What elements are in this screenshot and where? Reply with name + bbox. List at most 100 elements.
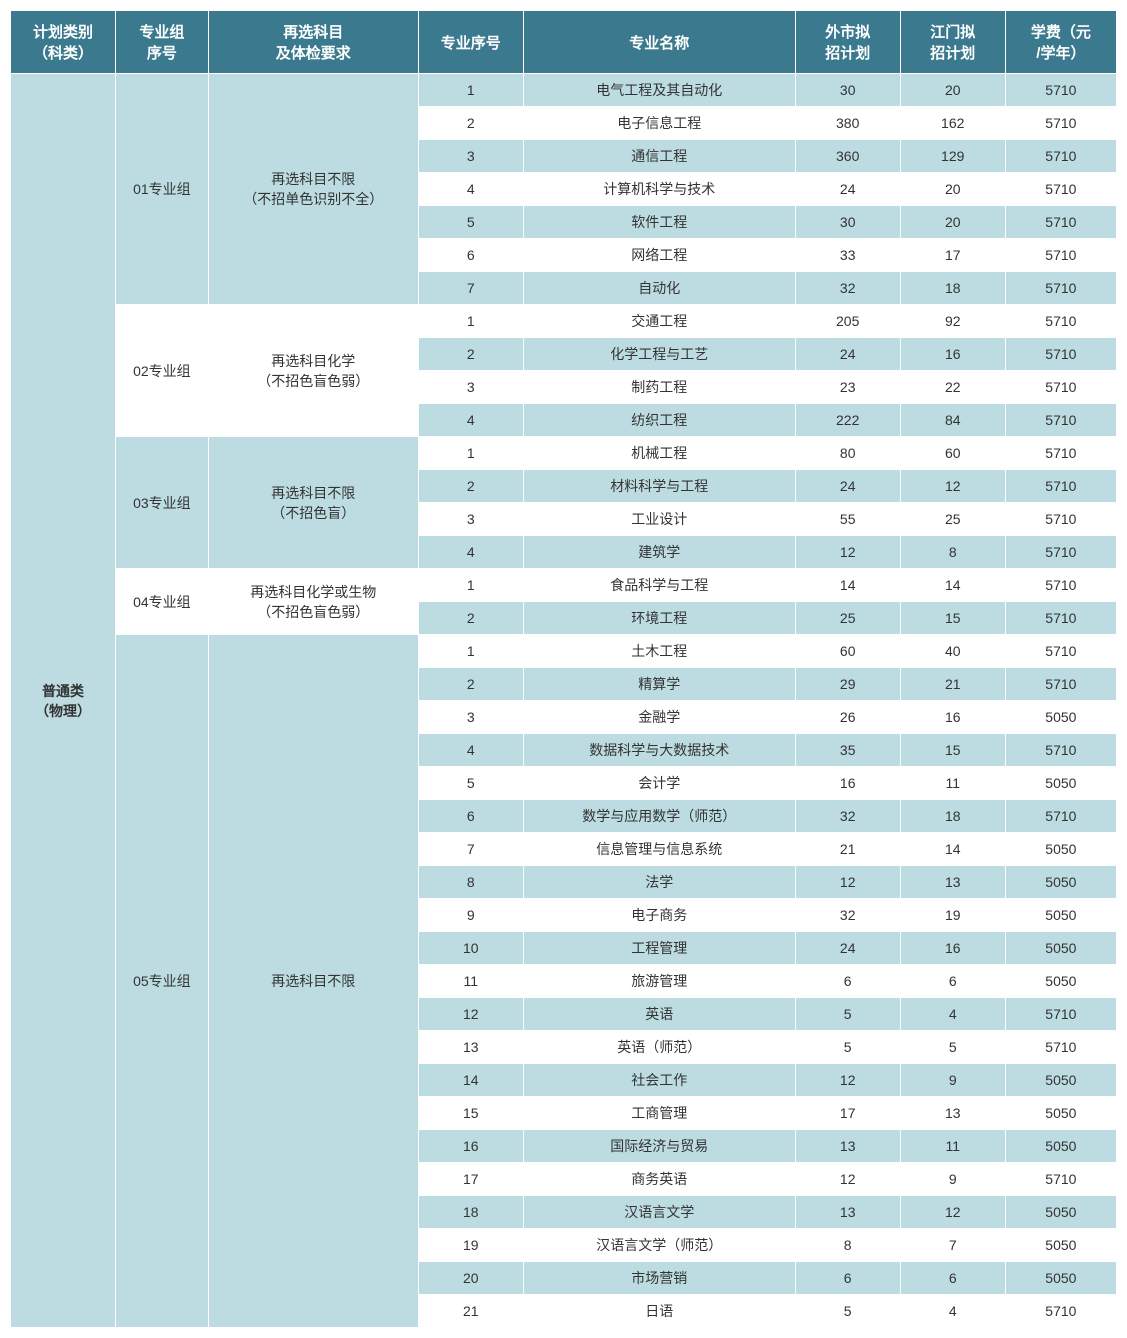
- fee-cell: 5710: [1005, 734, 1116, 767]
- seq-cell: 12: [418, 998, 523, 1031]
- plan1-cell: 33: [795, 239, 900, 272]
- table-row: 05专业组再选科目不限1土木工程60405710: [11, 635, 1117, 668]
- table-row: 02专业组再选科目化学（不招色盲色弱）1交通工程205925710: [11, 305, 1117, 338]
- seq-cell: 2: [418, 668, 523, 701]
- name-cell: 英语（师范）: [523, 1031, 795, 1064]
- plan2-cell: 16: [900, 932, 1005, 965]
- requirement-cell: 再选科目不限（不招色盲）: [208, 437, 418, 569]
- plan2-cell: 60: [900, 437, 1005, 470]
- fee-cell: 5710: [1005, 437, 1116, 470]
- fee-cell: 5050: [1005, 965, 1116, 998]
- name-cell: 会计学: [523, 767, 795, 800]
- fee-cell: 5050: [1005, 1130, 1116, 1163]
- fee-cell: 5050: [1005, 767, 1116, 800]
- plan1-cell: 24: [795, 932, 900, 965]
- plan2-cell: 11: [900, 1130, 1005, 1163]
- plan1-cell: 12: [795, 536, 900, 569]
- name-cell: 日语: [523, 1295, 795, 1328]
- group-cell: 02专业组: [116, 305, 209, 437]
- plan1-cell: 55: [795, 503, 900, 536]
- plan2-cell: 5: [900, 1031, 1005, 1064]
- name-cell: 机械工程: [523, 437, 795, 470]
- seq-cell: 1: [418, 74, 523, 107]
- plan1-cell: 25: [795, 602, 900, 635]
- plan2-cell: 9: [900, 1064, 1005, 1097]
- name-cell: 电子商务: [523, 899, 795, 932]
- seq-cell: 2: [418, 602, 523, 635]
- plan2-cell: 16: [900, 338, 1005, 371]
- name-cell: 软件工程: [523, 206, 795, 239]
- name-cell: 信息管理与信息系统: [523, 833, 795, 866]
- plan2-cell: 14: [900, 569, 1005, 602]
- name-cell: 工程管理: [523, 932, 795, 965]
- name-cell: 数学与应用数学（师范）: [523, 800, 795, 833]
- seq-cell: 11: [418, 965, 523, 998]
- name-cell: 土木工程: [523, 635, 795, 668]
- seq-cell: 5: [418, 206, 523, 239]
- plan1-cell: 32: [795, 800, 900, 833]
- plan2-cell: 18: [900, 272, 1005, 305]
- seq-cell: 7: [418, 833, 523, 866]
- plan2-cell: 4: [900, 998, 1005, 1031]
- plan1-cell: 13: [795, 1130, 900, 1163]
- seq-cell: 4: [418, 536, 523, 569]
- seq-cell: 7: [418, 272, 523, 305]
- plan1-cell: 17: [795, 1097, 900, 1130]
- name-cell: 商务英语: [523, 1163, 795, 1196]
- fee-cell: 5710: [1005, 140, 1116, 173]
- name-cell: 国际经济与贸易: [523, 1130, 795, 1163]
- plan2-cell: 6: [900, 965, 1005, 998]
- plan1-cell: 5: [795, 1031, 900, 1064]
- name-cell: 数据科学与大数据技术: [523, 734, 795, 767]
- plan2-cell: 84: [900, 404, 1005, 437]
- plan1-cell: 5: [795, 1295, 900, 1328]
- fee-cell: 5710: [1005, 635, 1116, 668]
- group-cell: 01专业组: [116, 74, 209, 305]
- plan2-cell: 6: [900, 1262, 1005, 1295]
- plan1-cell: 5: [795, 998, 900, 1031]
- requirement-cell: 再选科目化学或生物（不招色盲色弱）: [208, 569, 418, 635]
- plan2-cell: 22: [900, 371, 1005, 404]
- plan2-cell: 13: [900, 866, 1005, 899]
- plan2-cell: 15: [900, 734, 1005, 767]
- plan1-cell: 26: [795, 701, 900, 734]
- name-cell: 纺织工程: [523, 404, 795, 437]
- plan1-cell: 6: [795, 1262, 900, 1295]
- fee-cell: 5050: [1005, 1064, 1116, 1097]
- seq-cell: 6: [418, 239, 523, 272]
- seq-cell: 5: [418, 767, 523, 800]
- fee-cell: 5710: [1005, 206, 1116, 239]
- seq-cell: 9: [418, 899, 523, 932]
- name-cell: 化学工程与工艺: [523, 338, 795, 371]
- fee-cell: 5710: [1005, 239, 1116, 272]
- plan1-cell: 21: [795, 833, 900, 866]
- plan2-cell: 13: [900, 1097, 1005, 1130]
- plan2-cell: 20: [900, 173, 1005, 206]
- plan1-cell: 24: [795, 470, 900, 503]
- category-cell: 普通类（物理）: [11, 74, 116, 1328]
- plan1-cell: 12: [795, 1064, 900, 1097]
- table-row: 04专业组再选科目化学或生物（不招色盲色弱）1食品科学与工程14145710: [11, 569, 1117, 602]
- fee-cell: 5050: [1005, 1262, 1116, 1295]
- table-row: 03专业组再选科目不限（不招色盲）1机械工程80605710: [11, 437, 1117, 470]
- fee-cell: 5050: [1005, 1097, 1116, 1130]
- name-cell: 市场营销: [523, 1262, 795, 1295]
- name-cell: 通信工程: [523, 140, 795, 173]
- name-cell: 工业设计: [523, 503, 795, 536]
- plan2-cell: 129: [900, 140, 1005, 173]
- fee-cell: 5710: [1005, 503, 1116, 536]
- name-cell: 制药工程: [523, 371, 795, 404]
- plan1-cell: 30: [795, 74, 900, 107]
- seq-cell: 2: [418, 338, 523, 371]
- enrollment-plan-table: 计划类别（科类） 专业组序号 再选科目及体检要求 专业序号 专业名称 外市拟招计…: [10, 10, 1117, 1328]
- name-cell: 建筑学: [523, 536, 795, 569]
- seq-cell: 1: [418, 569, 523, 602]
- plan1-cell: 32: [795, 899, 900, 932]
- seq-cell: 10: [418, 932, 523, 965]
- plan1-cell: 23: [795, 371, 900, 404]
- table-body: 普通类（物理）01专业组再选科目不限（不招单色识别不全）1电气工程及其自动化30…: [11, 74, 1117, 1328]
- plan2-cell: 15: [900, 602, 1005, 635]
- fee-cell: 5710: [1005, 107, 1116, 140]
- group-cell: 05专业组: [116, 635, 209, 1328]
- seq-cell: 13: [418, 1031, 523, 1064]
